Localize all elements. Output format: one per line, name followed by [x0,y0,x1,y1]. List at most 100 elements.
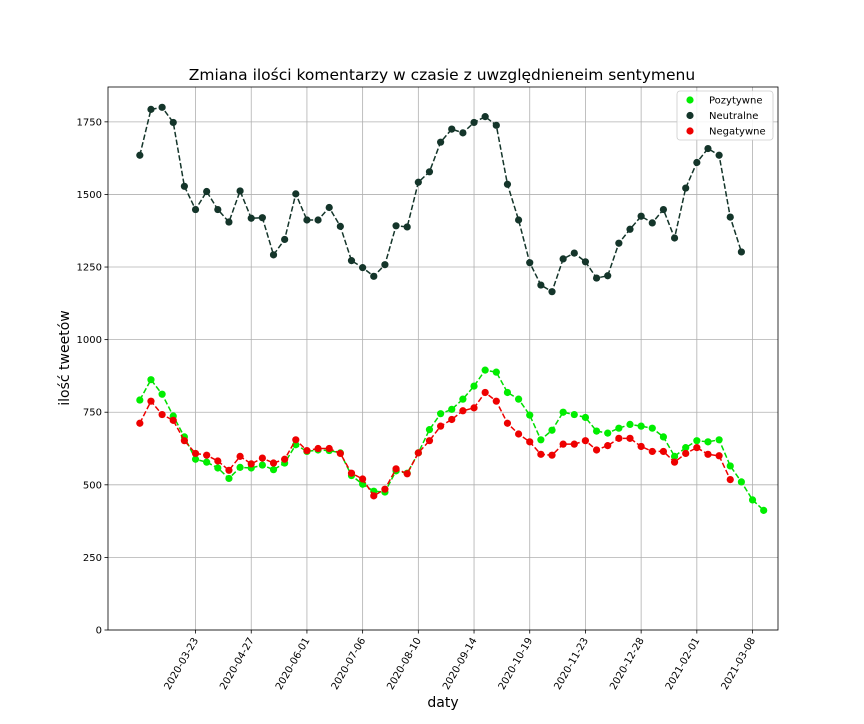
data-point [459,407,467,415]
legend-marker-neutralne [686,111,694,120]
plot-frame [107,86,779,631]
data-point [370,272,378,280]
data-point [604,442,612,450]
data-point [682,449,690,458]
data-point [180,182,188,190]
data-point [425,437,434,445]
data-point [615,434,623,442]
data-point [437,422,445,430]
data-point [292,441,300,449]
series-layer [136,103,768,514]
data-point [191,455,200,463]
y-tick-label: 1750 [77,117,102,128]
data-point [214,464,222,472]
x-tick-label: 2020-12-28 [608,636,647,692]
data-point [592,446,601,454]
series-line-pozytywne [139,369,765,511]
data-point [592,274,601,282]
data-point [592,427,601,435]
data-point [158,410,166,419]
data-point [325,444,333,453]
data-point [269,459,278,467]
data-point [626,434,634,442]
legend-marker-pozytywne [686,96,694,104]
data-point [637,212,645,220]
data-point [570,410,578,419]
data-point [715,151,723,159]
data-point [715,436,723,444]
data-point [269,466,278,474]
data-point [526,259,534,267]
data-point [314,444,322,453]
data-point [737,248,746,256]
x-tick-label: 2020-03-23 [163,636,202,692]
data-point [514,430,523,438]
data-point [615,239,623,247]
data-point [670,452,679,460]
data-point [203,458,211,466]
data-point [537,450,545,458]
data-point [514,216,523,224]
data-point [570,440,578,448]
data-point [247,460,255,468]
data-point [470,382,478,390]
legend-marker-negatywne [686,127,694,135]
data-point [258,454,266,462]
data-point [581,437,590,445]
data-point [537,436,545,444]
data-point [659,205,668,214]
data-point [381,485,389,493]
data-point [581,258,590,266]
data-point [392,222,400,230]
data-point [470,118,478,127]
series-pozytywne [136,366,768,514]
data-point [147,105,155,113]
data-point [359,475,367,483]
data-point [682,444,690,452]
data-point [537,281,545,289]
data-point [459,395,467,403]
data-point [158,103,166,111]
data-point [448,405,456,413]
data-point [503,388,512,397]
data-point [403,470,411,478]
y-tick-label: 1250 [77,263,102,274]
y-tick-label: 1500 [77,190,102,201]
data-point [303,446,311,455]
data-point [191,205,200,214]
data-point [281,235,289,244]
data-point [548,426,556,434]
data-point [526,411,534,419]
data-point [437,410,445,418]
data-point [682,184,690,192]
data-point [414,449,422,457]
data-point [704,438,712,446]
data-point [269,251,278,259]
x-tick-label: 2020-09-14 [441,636,480,692]
data-point [581,413,590,422]
data-point [704,450,712,458]
data-point [225,474,233,483]
data-point [481,113,489,121]
data-point [693,444,701,452]
data-point [147,376,155,384]
data-point [325,203,333,212]
data-point [481,388,489,397]
data-point [370,492,378,500]
data-point [492,368,500,376]
data-point [448,415,456,424]
data-point [459,129,467,137]
data-point [247,214,255,222]
data-point [604,272,612,280]
data-point [448,125,456,133]
data-point [347,257,356,265]
data-point [492,121,500,129]
y-tick-label: 250 [83,553,102,564]
data-point [292,436,300,444]
x-tick-label: 2020-08-10 [385,636,424,692]
data-point [258,214,266,222]
data-point [481,366,489,374]
data-point [760,506,768,514]
